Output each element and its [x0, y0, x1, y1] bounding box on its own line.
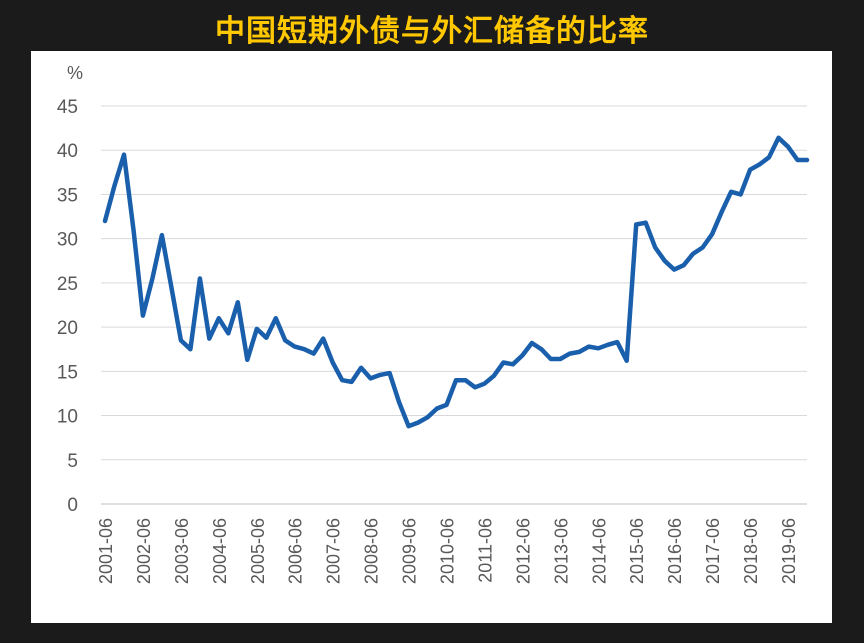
x-tick-label: 2016-06 [665, 518, 685, 584]
x-tick-label: 2002-06 [134, 518, 154, 584]
x-tick-label: 2008-06 [362, 518, 382, 584]
x-tick-label: 2005-06 [248, 518, 268, 584]
x-tick-label: 2018-06 [741, 518, 761, 584]
x-tick-label: 2006-06 [286, 518, 306, 584]
x-tick-label: 2004-06 [210, 518, 230, 584]
y-tick-label: 0 [67, 495, 78, 516]
chart-title: 中国短期外债与外汇储备的比率 [215, 14, 649, 49]
x-tick-label: 2007-06 [324, 518, 344, 584]
chart-panel: 0 5 10 15 20 25 30 35 40 45 % 2001-06 2002-06 2003-… [31, 51, 832, 623]
x-tick-label: 2013-06 [551, 518, 571, 584]
y-tick-label: 40 [57, 141, 78, 162]
y-tick-label: 15 [57, 362, 78, 383]
y-tick-label: 25 [57, 274, 78, 295]
x-axis-ticks: 2001-06 2002-06 2003-06 2004-06 2005-06 2006-… [96, 518, 799, 584]
x-tick-label: 2009-06 [400, 518, 420, 584]
y-tick-label: 20 [57, 318, 78, 339]
y-tick-label: 45 [57, 97, 78, 118]
x-tick-label: 2019-06 [779, 518, 799, 584]
x-tick-label: 2012-06 [513, 518, 533, 584]
x-tick-label: 2001-06 [96, 518, 116, 584]
line-chart: 0 5 10 15 20 25 30 35 40 45 % 2001-06 2002-06 2003-… [57, 63, 810, 584]
x-tick-label: 2010-06 [438, 518, 458, 584]
x-tick-label: 2003-06 [172, 518, 192, 584]
y-tick-label: 30 [57, 230, 78, 251]
y-tick-label: 35 [57, 185, 78, 206]
series-line [102, 135, 810, 429]
y-axis-unit-label: % [67, 63, 83, 83]
x-tick-label: 2015-06 [627, 518, 647, 584]
x-tick-label: 2014-06 [589, 518, 609, 584]
y-axis-ticks: 0 5 10 15 20 25 30 35 40 45 [57, 97, 78, 516]
x-tick-label: 2017-06 [703, 518, 723, 584]
x-tick-label: 2011-06 [475, 518, 495, 583]
y-tick-label: 5 [67, 451, 78, 472]
y-tick-label: 10 [57, 407, 78, 428]
gridlines [101, 105, 807, 505]
